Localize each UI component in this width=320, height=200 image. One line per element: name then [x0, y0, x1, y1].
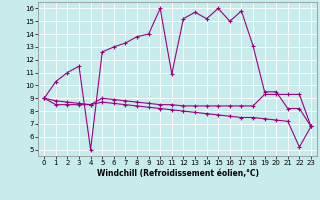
X-axis label: Windchill (Refroidissement éolien,°C): Windchill (Refroidissement éolien,°C) [97, 169, 259, 178]
